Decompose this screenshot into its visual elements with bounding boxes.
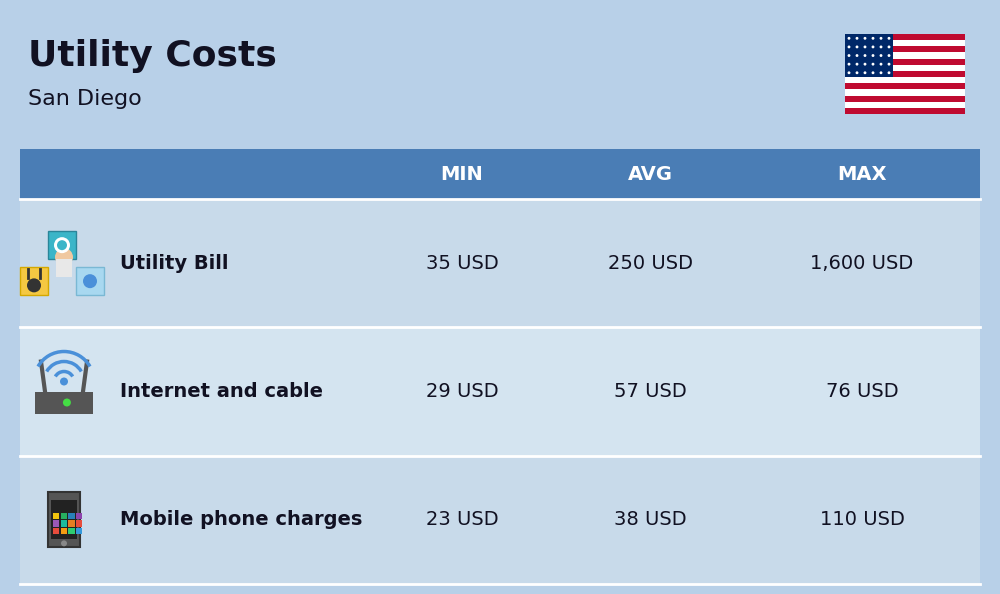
Bar: [845, 52, 965, 59]
Bar: [20, 149, 980, 199]
Circle shape: [864, 63, 866, 65]
Text: 29 USD: 29 USD: [426, 382, 498, 401]
Circle shape: [61, 541, 67, 546]
Text: Internet and cable: Internet and cable: [120, 382, 323, 401]
Bar: [845, 59, 965, 65]
Bar: [76, 513, 82, 519]
Circle shape: [57, 240, 67, 250]
Circle shape: [848, 71, 850, 74]
Circle shape: [872, 37, 874, 40]
Circle shape: [864, 37, 866, 40]
Text: 76 USD: 76 USD: [826, 382, 898, 401]
Circle shape: [880, 37, 882, 40]
Circle shape: [54, 237, 70, 253]
Text: San Diego: San Diego: [28, 89, 142, 109]
Text: 57 USD: 57 USD: [614, 382, 686, 401]
Bar: [56, 259, 72, 277]
Circle shape: [856, 46, 858, 48]
Circle shape: [888, 63, 890, 65]
Bar: [68, 528, 74, 535]
Circle shape: [856, 54, 858, 57]
Circle shape: [880, 63, 882, 65]
Bar: [35, 391, 93, 413]
Bar: [68, 520, 74, 527]
Bar: [68, 513, 74, 519]
Circle shape: [864, 54, 866, 57]
Text: 1,600 USD: 1,600 USD: [810, 254, 914, 273]
Circle shape: [856, 71, 858, 74]
Bar: [845, 89, 965, 96]
Bar: [76, 520, 82, 527]
Text: 38 USD: 38 USD: [614, 510, 686, 529]
Bar: [845, 34, 965, 40]
Bar: [76, 267, 104, 295]
Text: MAX: MAX: [837, 165, 887, 184]
Circle shape: [27, 279, 41, 292]
Bar: [845, 65, 965, 71]
Circle shape: [848, 54, 850, 57]
Circle shape: [888, 71, 890, 74]
Circle shape: [864, 46, 866, 48]
Bar: [76, 528, 82, 535]
Circle shape: [83, 274, 97, 288]
Circle shape: [880, 71, 882, 74]
Circle shape: [856, 63, 858, 65]
Circle shape: [63, 399, 71, 406]
Circle shape: [888, 37, 890, 40]
Circle shape: [60, 378, 68, 386]
Bar: [60, 520, 67, 527]
Text: Utility Bill: Utility Bill: [120, 254, 228, 273]
Bar: [53, 520, 60, 527]
Circle shape: [856, 37, 858, 40]
Circle shape: [872, 63, 874, 65]
Text: Mobile phone charges: Mobile phone charges: [120, 510, 362, 529]
Text: 110 USD: 110 USD: [820, 510, 904, 529]
Text: AVG: AVG: [628, 165, 672, 184]
Bar: [20, 327, 980, 456]
Bar: [20, 267, 48, 295]
Text: 250 USD: 250 USD: [608, 254, 692, 273]
Bar: [53, 513, 60, 519]
Text: Utility Costs: Utility Costs: [28, 39, 277, 73]
Bar: [845, 108, 965, 114]
Circle shape: [55, 248, 73, 266]
Bar: [845, 83, 965, 89]
Bar: [845, 71, 965, 77]
Bar: [48, 231, 76, 259]
Bar: [48, 492, 80, 547]
Circle shape: [864, 71, 866, 74]
Bar: [20, 199, 980, 327]
Bar: [845, 96, 965, 102]
Bar: [60, 528, 67, 535]
Bar: [51, 500, 77, 539]
Circle shape: [888, 46, 890, 48]
Circle shape: [872, 54, 874, 57]
Bar: [53, 528, 60, 535]
Bar: [60, 513, 67, 519]
Text: 35 USD: 35 USD: [426, 254, 498, 273]
Circle shape: [872, 46, 874, 48]
Text: 23 USD: 23 USD: [426, 510, 498, 529]
Bar: [20, 456, 980, 584]
Text: MIN: MIN: [441, 165, 483, 184]
Circle shape: [848, 63, 850, 65]
Circle shape: [880, 46, 882, 48]
Circle shape: [848, 37, 850, 40]
Bar: [845, 34, 965, 114]
Circle shape: [872, 71, 874, 74]
Circle shape: [888, 54, 890, 57]
Bar: [845, 46, 965, 52]
Bar: [845, 34, 893, 77]
Bar: [845, 102, 965, 108]
Circle shape: [848, 46, 850, 48]
Bar: [845, 77, 965, 83]
Bar: [845, 40, 965, 46]
Circle shape: [880, 54, 882, 57]
